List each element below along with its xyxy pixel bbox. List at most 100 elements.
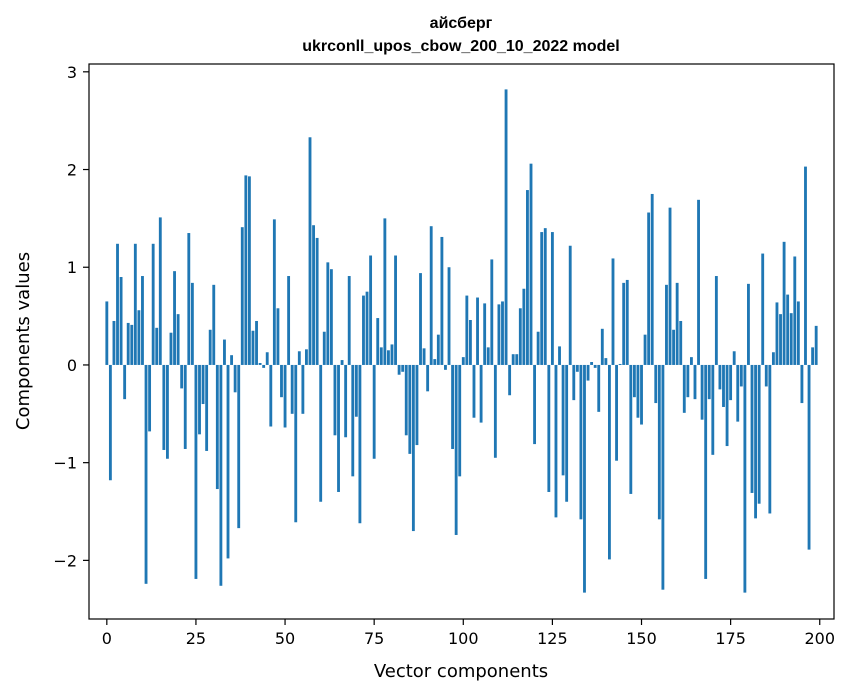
bar — [554, 364, 558, 518]
bar — [568, 245, 572, 365]
bar — [123, 364, 127, 400]
bar — [312, 225, 315, 365]
bar — [244, 175, 248, 365]
bar — [771, 352, 775, 365]
bar — [540, 232, 544, 365]
bar — [130, 324, 134, 365]
bar — [811, 347, 815, 365]
bar — [618, 363, 622, 365]
bar — [233, 364, 237, 393]
bar — [583, 364, 586, 593]
bar — [625, 279, 629, 365]
bar — [329, 269, 333, 365]
bar — [379, 347, 383, 365]
bar — [497, 304, 501, 365]
x-tick-label: 150 — [626, 629, 657, 648]
bar — [415, 364, 419, 446]
bar — [262, 364, 266, 368]
bar — [411, 364, 415, 532]
bar — [747, 283, 750, 365]
bar — [436, 334, 440, 365]
bar — [223, 339, 226, 365]
bar — [347, 276, 351, 365]
bar — [550, 232, 554, 365]
bar — [468, 320, 472, 365]
bar — [714, 276, 718, 365]
bar — [764, 364, 768, 387]
bar — [230, 355, 234, 365]
x-tick-label: 125 — [537, 629, 568, 648]
bar — [422, 348, 426, 365]
bar — [575, 364, 579, 372]
x-axis-label: Vector components — [374, 661, 548, 682]
bar — [672, 329, 676, 365]
bar — [194, 364, 198, 579]
x-tick-label: 100 — [448, 629, 479, 648]
bar — [444, 364, 447, 370]
bar — [739, 364, 743, 387]
bar — [722, 364, 725, 407]
bar — [515, 354, 519, 365]
bar — [137, 310, 141, 365]
bar — [226, 364, 230, 559]
bar — [219, 364, 223, 586]
bar — [376, 318, 380, 365]
bar — [426, 364, 430, 392]
bar — [180, 364, 184, 389]
bar — [543, 228, 547, 365]
bar — [590, 362, 594, 365]
bar — [800, 364, 804, 404]
bar — [433, 359, 437, 365]
bar — [654, 364, 658, 404]
bar — [632, 364, 636, 398]
bar — [768, 364, 772, 514]
bar — [397, 364, 401, 375]
bar — [493, 364, 497, 458]
bar — [408, 364, 412, 454]
bar — [736, 364, 740, 422]
x-tick-label: 50 — [275, 629, 295, 648]
bar — [166, 364, 169, 459]
bar — [522, 288, 526, 365]
bar — [729, 364, 733, 401]
bar — [807, 364, 811, 550]
bar — [511, 354, 515, 365]
bar — [668, 207, 672, 365]
bar — [387, 350, 390, 365]
bar — [597, 364, 601, 412]
bar — [793, 256, 797, 365]
bar — [322, 331, 326, 365]
bar — [305, 349, 308, 365]
bar — [665, 284, 668, 365]
bar — [151, 243, 155, 365]
bar — [586, 364, 590, 381]
bar — [354, 364, 358, 417]
bar — [650, 193, 654, 365]
bar — [579, 364, 583, 520]
bar — [572, 364, 576, 401]
bar — [718, 364, 722, 390]
bar — [155, 327, 159, 365]
bar — [629, 364, 633, 494]
bar — [611, 258, 615, 365]
bar — [198, 364, 201, 435]
bar — [465, 295, 469, 365]
bar — [308, 137, 312, 365]
bar — [814, 325, 818, 365]
bar — [661, 364, 665, 590]
bar — [162, 364, 166, 450]
bar — [351, 364, 355, 477]
bar — [269, 364, 273, 427]
bar — [212, 284, 216, 365]
bar — [693, 364, 697, 400]
bar — [750, 364, 754, 493]
bar — [301, 364, 305, 414]
bar — [183, 364, 187, 449]
bar — [294, 364, 298, 523]
bar — [536, 331, 540, 365]
bar — [615, 364, 618, 461]
bar — [476, 297, 479, 365]
bar — [789, 313, 793, 365]
bar — [454, 364, 458, 535]
